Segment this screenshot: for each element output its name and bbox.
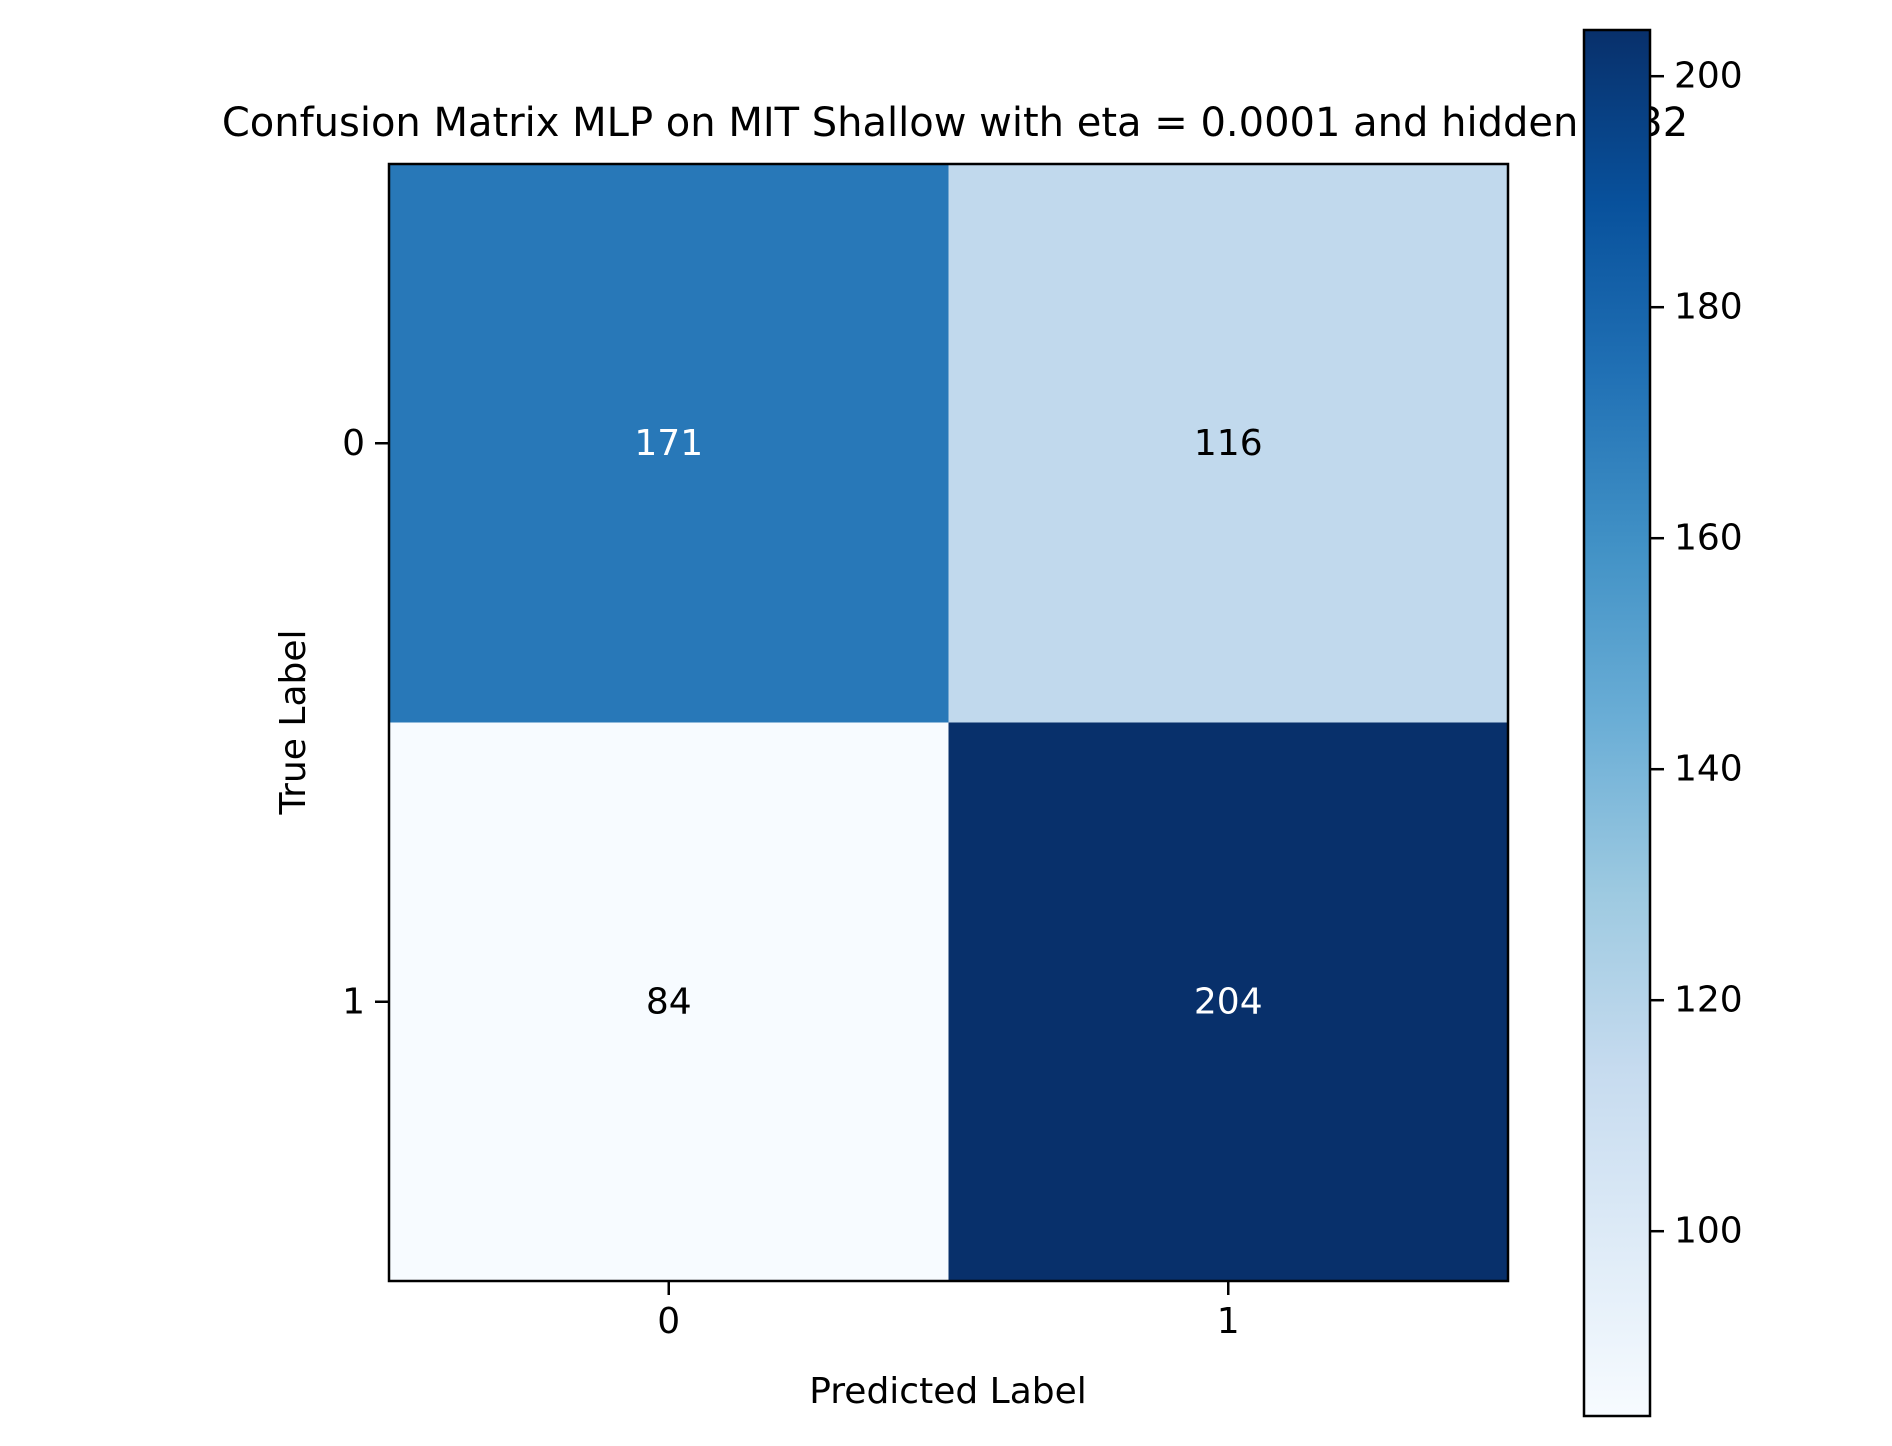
y-tick-label: 1 xyxy=(342,981,365,1022)
colorbar-tick-label: 200 xyxy=(1674,56,1743,97)
cell-value-label: 84 xyxy=(646,981,692,1022)
x-axis-label: Predicted Label xyxy=(809,1371,1087,1412)
heatmap-cell xyxy=(948,722,1509,1282)
cell-value-label: 116 xyxy=(1194,423,1263,464)
colorbar-frame xyxy=(1582,28,1652,1418)
x-tick-label: 0 xyxy=(657,1301,680,1342)
y-axis-ticks: 01 xyxy=(342,423,389,1022)
heatmap-cell-labels: 171 116 84 204 xyxy=(634,423,1262,1023)
x-tick-label: 1 xyxy=(1217,1301,1240,1342)
cell-value-label: 171 xyxy=(634,423,703,464)
heatmap-cell xyxy=(948,164,1509,723)
colorbar-tick-label: 140 xyxy=(1674,749,1743,790)
colorbar-tick-label: 100 xyxy=(1674,1211,1743,1252)
y-tick-label: 0 xyxy=(342,423,365,464)
colorbar-ticks: 100 120 140 160 180 200 xyxy=(1650,56,1743,1252)
colorbar-gradient xyxy=(1584,30,1650,1416)
colorbar-tick-label: 120 xyxy=(1674,980,1743,1021)
colorbar-tick-label: 160 xyxy=(1674,518,1743,559)
heatmap-cells xyxy=(389,164,1509,1282)
cell-value-label: 204 xyxy=(1194,981,1263,1022)
colorbar-tick-label: 180 xyxy=(1674,287,1743,328)
chart-title: Confusion Matrix MLP on MIT Shallow with… xyxy=(222,100,1688,146)
y-axis-label: True Label xyxy=(273,629,314,815)
heatmap-cell xyxy=(389,164,949,723)
heatmap-cell xyxy=(389,722,949,1282)
plot-frame xyxy=(387,162,1510,1283)
